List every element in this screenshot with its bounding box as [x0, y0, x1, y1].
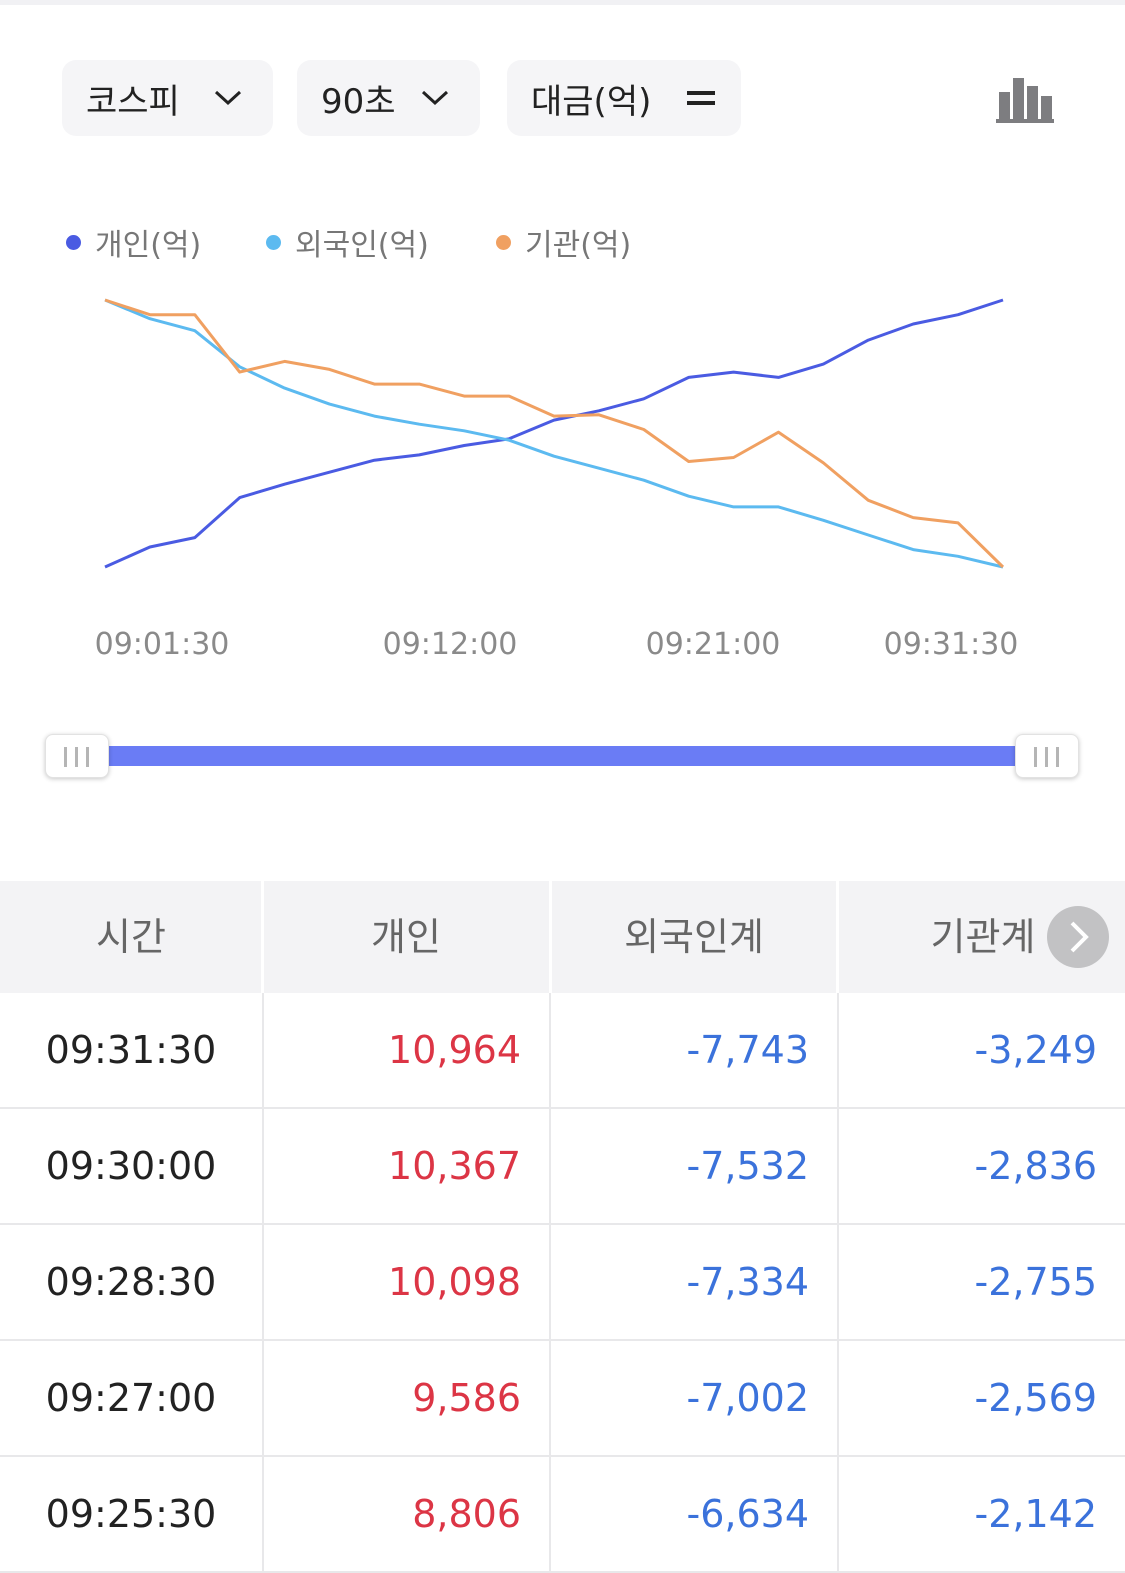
- interval-label: 90초: [321, 81, 396, 122]
- x-tick-label: 09:31:30: [883, 627, 1019, 662]
- column-divider: [262, 1457, 264, 1571]
- interval-dropdown[interactable]: 90초: [297, 60, 480, 136]
- institution-cell: -3,249: [974, 1028, 1098, 1072]
- legend-item-individual[interactable]: 개인(억): [66, 220, 201, 264]
- investor-table: 시간 개인 외국인계 기관계 09:31:30 10,964 -7,743 -3…: [0, 881, 1125, 1573]
- foreign-cell: -7,743: [686, 1028, 810, 1072]
- legend-item-foreign[interactable]: 외국인(억): [266, 220, 429, 264]
- grip-icon: [1034, 747, 1037, 767]
- column-divider: [837, 1109, 839, 1223]
- x-tick-label: 09:21:00: [645, 627, 781, 662]
- market-dropdown[interactable]: 코스피: [62, 60, 273, 136]
- grip-icon: [86, 747, 89, 767]
- column-divider: [549, 1109, 551, 1223]
- column-divider: [262, 1109, 264, 1223]
- range-end-handle[interactable]: [1015, 734, 1079, 778]
- legend-label: 기관(억): [525, 228, 632, 263]
- individual-cell: 10,964: [388, 1028, 521, 1072]
- individual-cell: 9,586: [412, 1376, 521, 1420]
- column-divider: [549, 1341, 551, 1455]
- foreign-cell: -6,634: [686, 1492, 810, 1536]
- column-divider: [837, 993, 839, 1107]
- header-institution: 기관계: [930, 915, 1036, 959]
- column-divider: [262, 993, 264, 1107]
- column-divider: [262, 1341, 264, 1455]
- institution-cell: -2,569: [974, 1376, 1098, 1420]
- next-columns-button[interactable]: [1047, 906, 1109, 968]
- header-foreign: 외국인계: [624, 915, 764, 959]
- individual-cell: 10,367: [388, 1144, 521, 1188]
- table-row[interactable]: 09:27:00 9,586 -7,002 -2,569: [0, 1341, 1125, 1457]
- institution-cell: -2,836: [974, 1144, 1098, 1188]
- column-divider: [549, 1457, 551, 1571]
- table-row[interactable]: 09:25:30 8,806 -6,634 -2,142: [0, 1457, 1125, 1573]
- column-divider: [261, 881, 264, 993]
- table-header: 시간 개인 외국인계 기관계: [0, 881, 1125, 993]
- investor-flow-chart: [104, 298, 1005, 569]
- legend-label: 개인(억): [95, 228, 202, 263]
- column-divider: [836, 881, 839, 993]
- time-cell: 09:30:00: [45, 1144, 217, 1188]
- series-foreign-line: [104, 298, 1004, 569]
- grip-icon: [1056, 747, 1059, 767]
- column-divider: [549, 881, 552, 993]
- grip-icon: [1045, 747, 1048, 767]
- time-range-track[interactable]: [60, 746, 1060, 766]
- chevron-right-icon: [1070, 921, 1089, 953]
- time-cell: 09:31:30: [45, 1028, 217, 1072]
- legend-item-institution[interactable]: 기관(억): [496, 220, 631, 264]
- top-divider: [0, 0, 1125, 5]
- column-divider: [837, 1457, 839, 1571]
- table-row[interactable]: 09:30:00 10,367 -7,532 -2,836: [0, 1109, 1125, 1225]
- column-divider: [837, 1225, 839, 1339]
- x-tick-label: 09:12:00: [382, 627, 518, 662]
- time-cell: 09:28:30: [45, 1260, 217, 1304]
- legend-dot-icon: [496, 234, 511, 250]
- chevron-down-icon: [214, 90, 242, 106]
- grip-icon: [75, 747, 78, 767]
- column-divider: [549, 1225, 551, 1339]
- time-cell: 09:27:00: [45, 1376, 217, 1420]
- individual-cell: 8,806: [412, 1492, 521, 1536]
- legend-dot-icon: [66, 234, 81, 250]
- foreign-cell: -7,334: [686, 1260, 810, 1304]
- institution-cell: -2,142: [974, 1492, 1098, 1536]
- header-individual: 개인: [371, 915, 441, 959]
- legend-label: 외국인(억): [295, 228, 429, 263]
- unit-label: 대금(억): [531, 81, 652, 122]
- grip-icon: [64, 747, 67, 767]
- market-label: 코스피: [86, 81, 180, 122]
- range-start-handle[interactable]: [45, 734, 109, 778]
- series-individual-line: [104, 298, 1004, 569]
- unit-toggle[interactable]: 대금(억): [507, 60, 741, 136]
- institution-cell: -2,755: [974, 1260, 1098, 1304]
- series-institution-line: [104, 298, 1005, 569]
- table-row[interactable]: 09:28:30 10,098 -7,334 -2,755: [0, 1225, 1125, 1341]
- individual-cell: 10,098: [388, 1260, 521, 1304]
- bar-chart-icon[interactable]: [996, 74, 1054, 124]
- equals-icon: [687, 91, 715, 105]
- header-time: 시간: [96, 915, 166, 959]
- foreign-cell: -7,532: [686, 1144, 810, 1188]
- x-tick-label: 09:01:30: [94, 627, 230, 662]
- column-divider: [549, 993, 551, 1107]
- column-divider: [262, 1225, 264, 1339]
- table-row[interactable]: 09:31:30 10,964 -7,743 -3,249: [0, 993, 1125, 1109]
- column-divider: [837, 1341, 839, 1455]
- legend-dot-icon: [266, 234, 281, 250]
- time-cell: 09:25:30: [45, 1492, 217, 1536]
- foreign-cell: -7,002: [686, 1376, 810, 1420]
- chevron-down-icon: [421, 90, 449, 106]
